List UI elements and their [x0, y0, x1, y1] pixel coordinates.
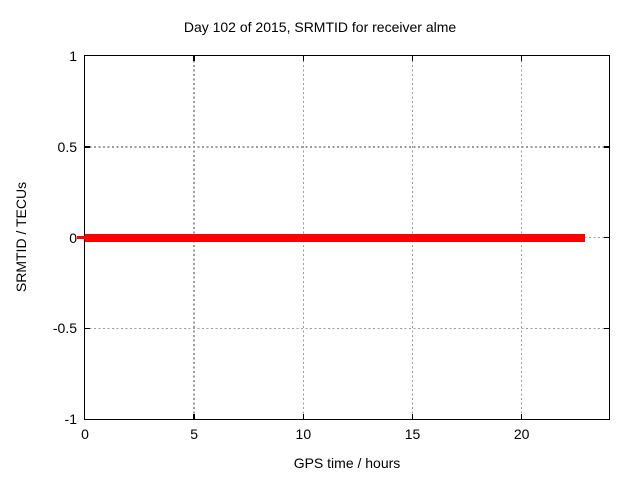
- x-tick-mark: [520, 56, 523, 61]
- x-tick-mark: [193, 56, 195, 61]
- x-axis-title: GPS time / hours: [293, 455, 401, 471]
- x-tick-label: 0: [81, 426, 89, 442]
- x-tick-mark: [193, 414, 195, 419]
- y-tick-mark: [604, 146, 609, 148]
- y-tick-label: 0: [69, 229, 77, 246]
- y-tick-mark: [604, 327, 609, 329]
- y-tick-label: -0.5: [52, 320, 77, 337]
- y-tick-mark: [604, 236, 609, 239]
- y-tick-mark: [85, 327, 90, 329]
- y-tick-mark: [85, 146, 90, 148]
- series-line-SRMTID: [85, 233, 585, 242]
- y-tick-label: 1: [69, 48, 77, 64]
- x-tick-mark: [520, 414, 523, 419]
- y-tick-label: 0.5: [57, 138, 77, 155]
- x-tick-mark: [302, 414, 305, 419]
- chart-title: Day 102 of 2015, SRMTID for receiver alm…: [183, 19, 457, 35]
- x-tick-mark: [302, 56, 305, 61]
- y-gridline: [85, 146, 609, 148]
- y-zero-outer-tick: [77, 236, 85, 239]
- x-tick-label: 20: [513, 426, 530, 442]
- x-tick-mark: [411, 414, 414, 419]
- x-tick-label: 5: [190, 426, 199, 442]
- x-tick-label: 10: [295, 426, 312, 442]
- x-tick-label: 15: [404, 426, 421, 442]
- y-gridline: [85, 327, 609, 329]
- y-tick-label: -1: [64, 411, 77, 427]
- x-tick-mark: [411, 56, 414, 61]
